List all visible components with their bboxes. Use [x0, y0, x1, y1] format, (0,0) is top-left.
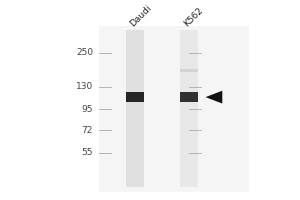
Bar — [180, 92, 198, 102]
Text: 95: 95 — [82, 105, 93, 114]
Bar — [180, 69, 198, 72]
Text: 55: 55 — [82, 148, 93, 157]
Text: Daudi: Daudi — [129, 3, 154, 28]
Bar — [99, 26, 249, 192]
Bar — [180, 30, 198, 187]
Bar — [126, 92, 144, 102]
Text: K562: K562 — [183, 6, 205, 28]
Text: 250: 250 — [76, 48, 93, 57]
Bar — [126, 30, 144, 187]
Text: 130: 130 — [76, 82, 93, 91]
Polygon shape — [206, 91, 222, 104]
Text: 72: 72 — [82, 126, 93, 135]
